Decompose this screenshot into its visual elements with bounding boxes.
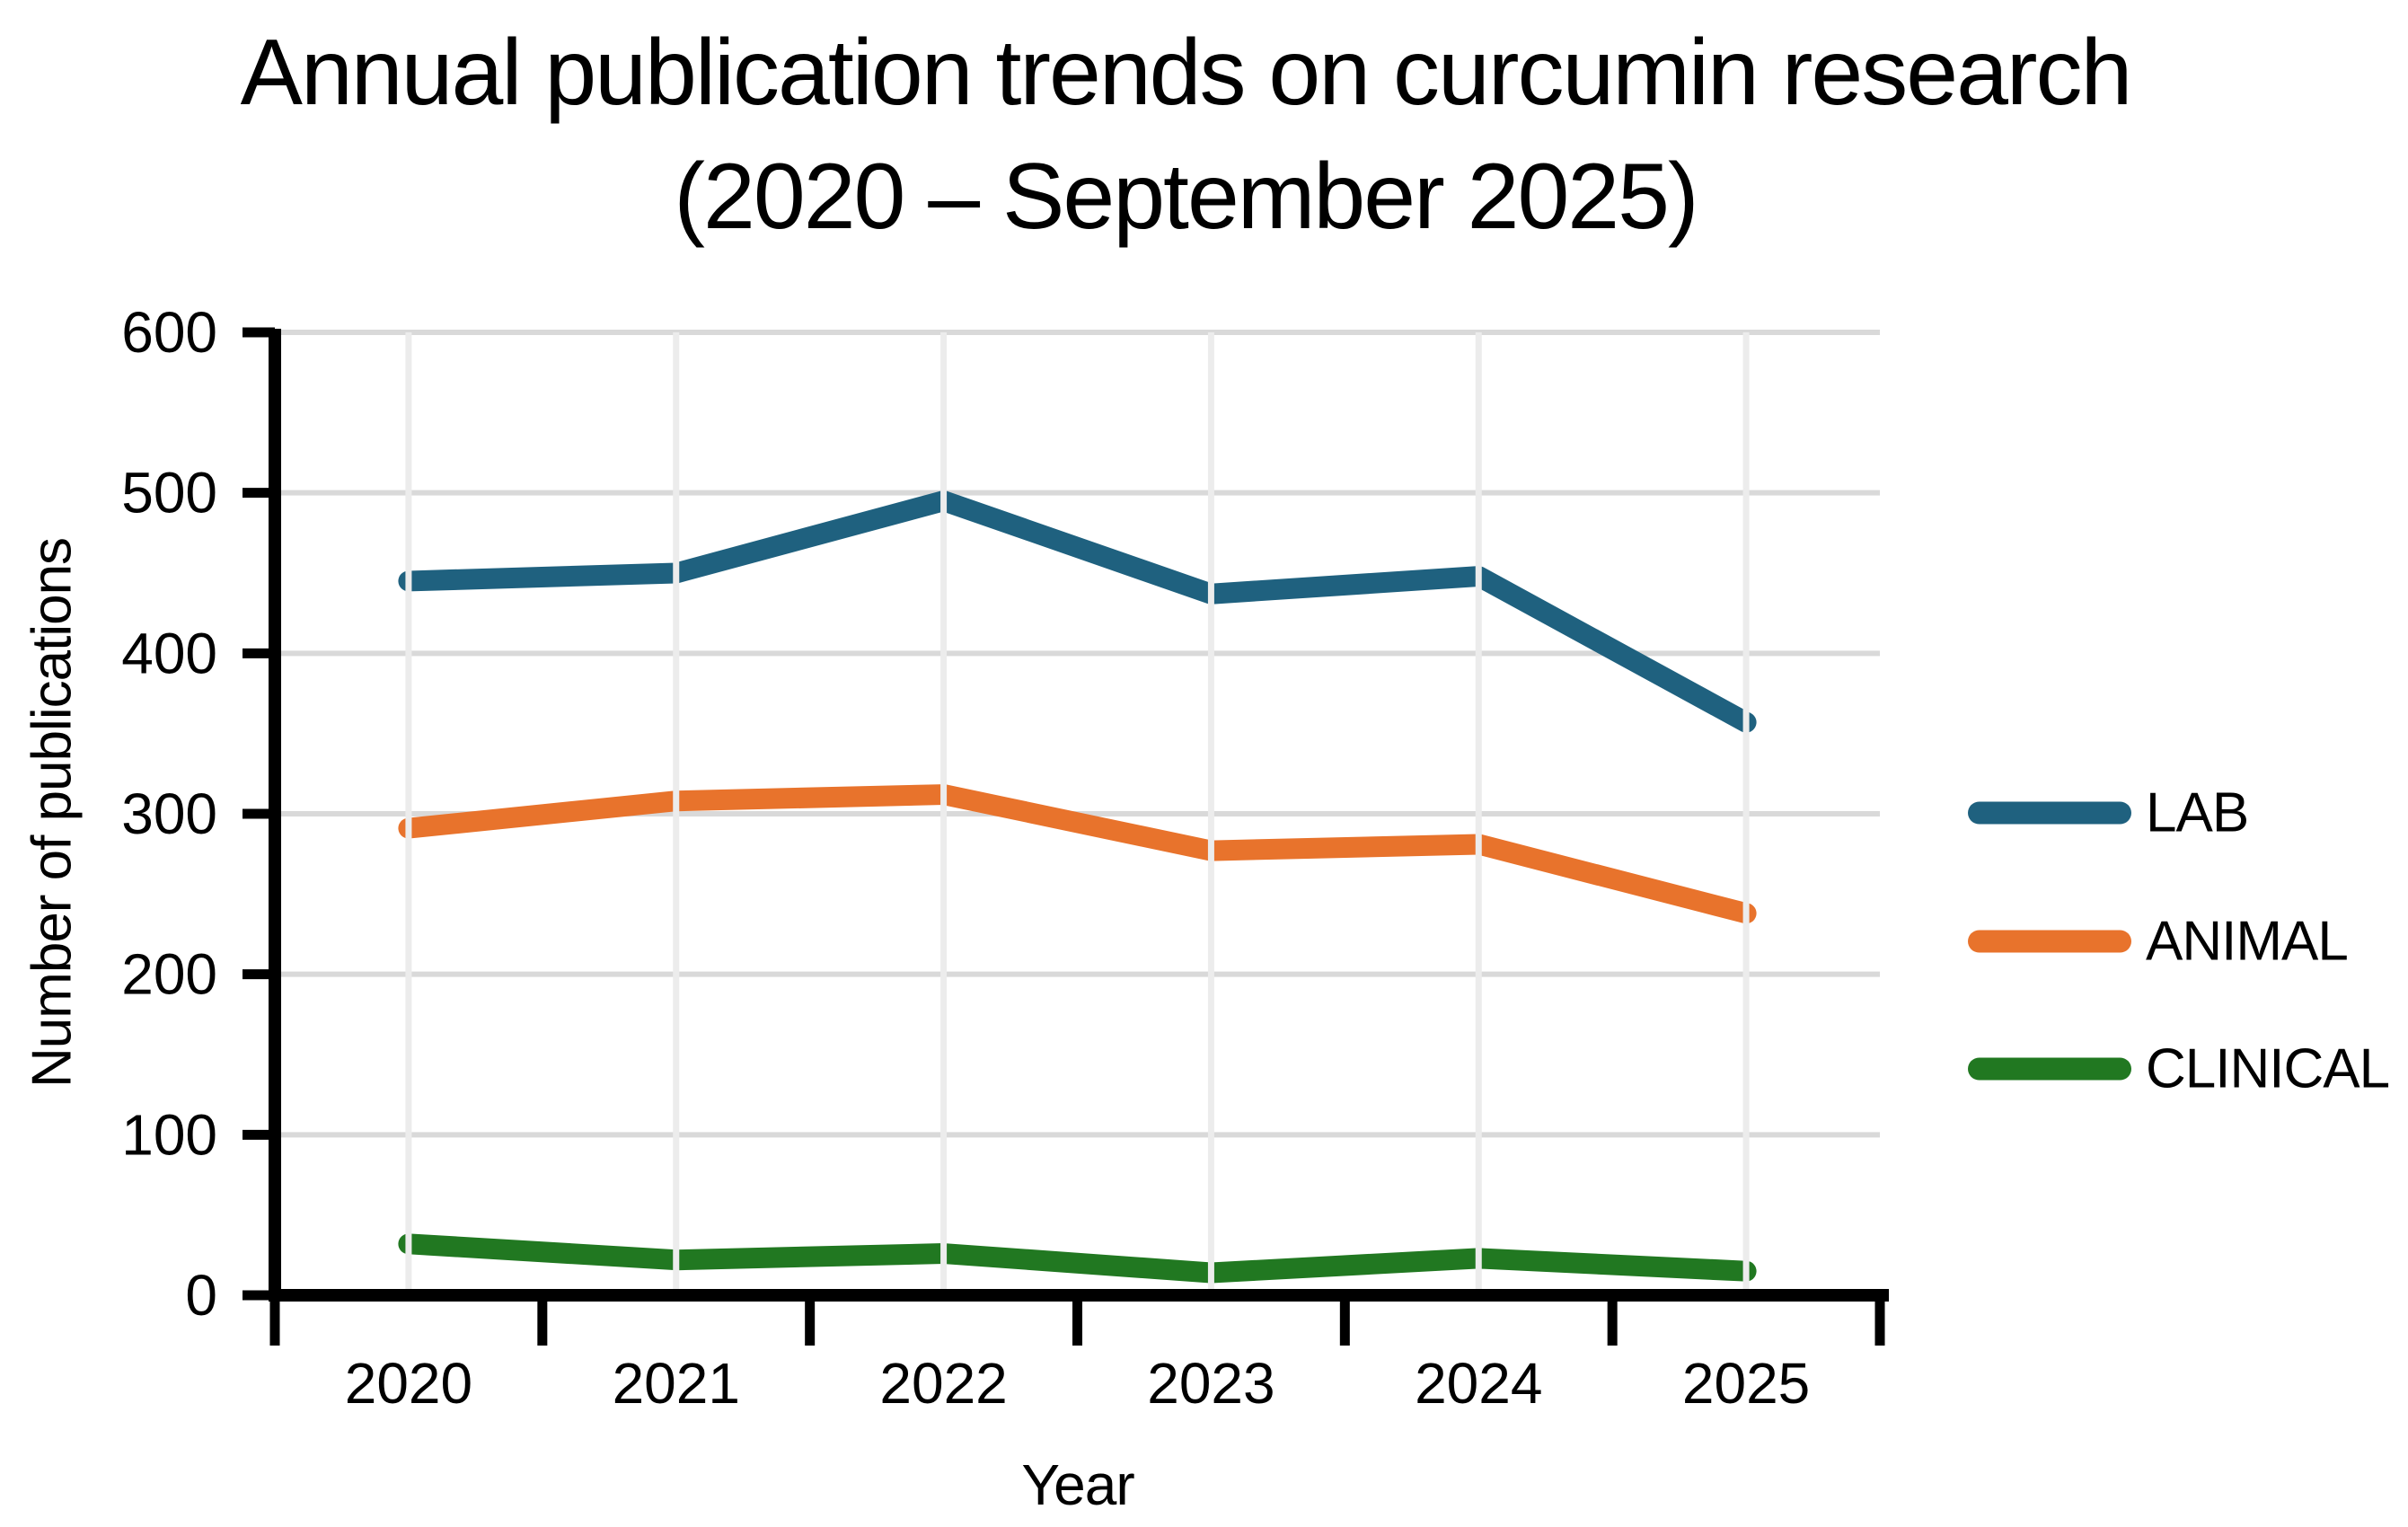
y-tick-label: 0 xyxy=(185,1263,217,1328)
chart-title-line1: Annual publication trends on curcumin re… xyxy=(240,21,2133,125)
x-tick-label: 2023 xyxy=(1147,1351,1275,1416)
legend: LAB ANIMAL CLINICAL xyxy=(1968,0,2399,1527)
x-tick-label: 2024 xyxy=(1415,1351,1542,1416)
x-axis-title: Year xyxy=(1021,1452,1134,1517)
legend-item-lab: LAB xyxy=(1968,781,2249,845)
legend-item-clinical: CLINICAL xyxy=(1968,1037,2390,1101)
chart-title: Annual publication trends on curcumin re… xyxy=(18,11,2353,260)
x-tick-label: 2021 xyxy=(613,1351,740,1416)
y-tick-label: 500 xyxy=(121,461,217,525)
y-tick-label: 100 xyxy=(121,1102,217,1167)
chart-title-line2: (2020 – September 2025) xyxy=(674,145,1698,250)
x-tick-label: 2025 xyxy=(1682,1351,1810,1416)
legend-item-animal: ANIMAL xyxy=(1968,910,2349,974)
legend-label-animal: ANIMAL xyxy=(2146,910,2349,973)
series-line-clinical xyxy=(398,1233,1757,1284)
y-tick-label: 600 xyxy=(121,300,217,365)
legend-swatch-animal xyxy=(1968,930,2131,953)
series-line-animal xyxy=(398,784,1757,924)
legend-label-clinical: CLINICAL xyxy=(2146,1037,2390,1100)
legend-swatch-clinical xyxy=(1968,1057,2131,1081)
y-tick-label: 200 xyxy=(121,942,217,1007)
x-tick-label: 2022 xyxy=(879,1351,1007,1416)
x-tick-label: 2020 xyxy=(345,1351,472,1416)
y-tick-label: 400 xyxy=(121,621,217,685)
legend-label-lab: LAB xyxy=(2146,781,2249,844)
legend-swatch-lab xyxy=(1968,801,2131,825)
series-line-lab xyxy=(398,490,1757,733)
y-tick-label: 300 xyxy=(121,781,217,846)
